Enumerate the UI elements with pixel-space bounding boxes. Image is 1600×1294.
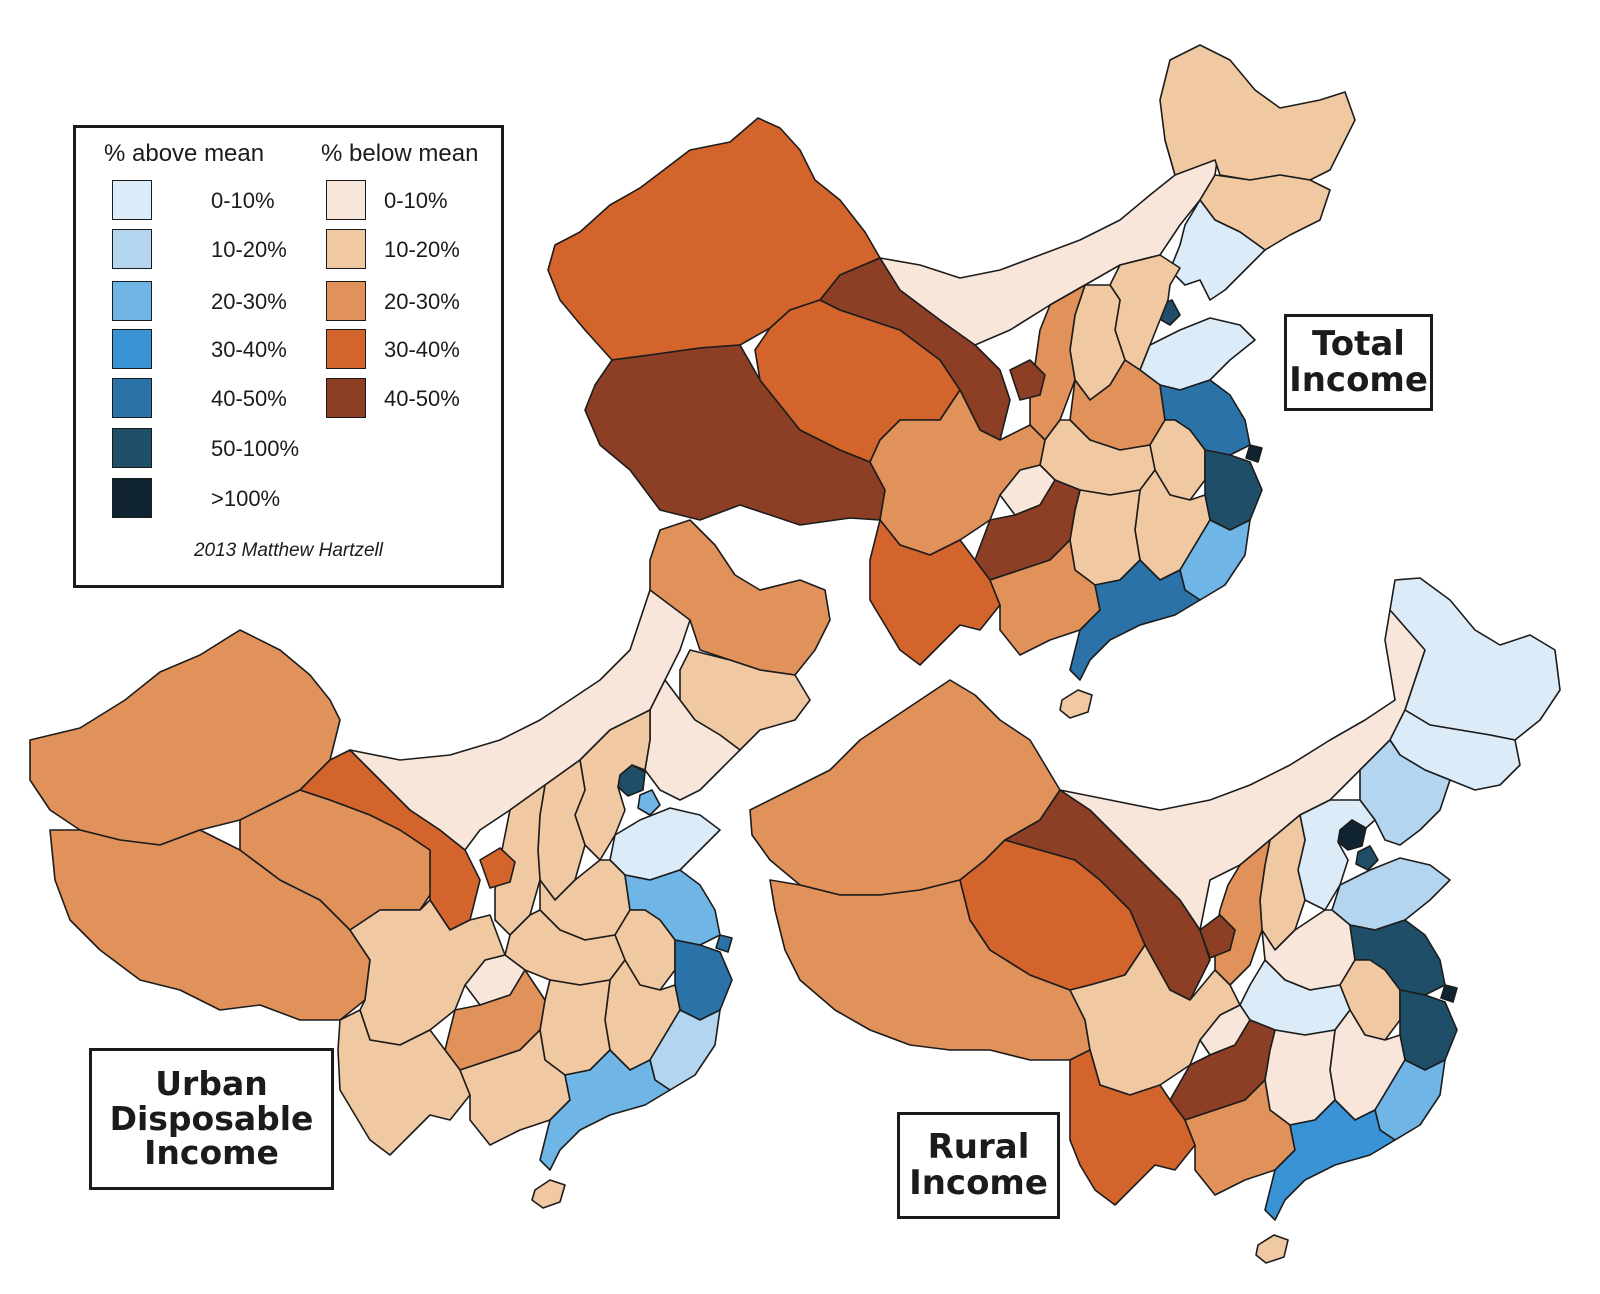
label-rural-line2: Income	[909, 1162, 1048, 1203]
region-guangdong	[539, 1049, 671, 1171]
label-urban-line2: Disposable	[109, 1098, 314, 1138]
region-tianjin	[637, 789, 661, 816]
legend-swatch-below	[326, 281, 366, 321]
region-ningxia	[479, 847, 516, 889]
region-fujian	[1374, 1059, 1446, 1141]
legend-swatch-below	[326, 180, 366, 220]
legend-label-below: 20-30%	[384, 289, 460, 314]
legend-swatch-below	[326, 329, 366, 369]
legend-swatch-above	[112, 329, 152, 369]
region-zhejiang	[1204, 449, 1263, 531]
legend-label-below: 40-50%	[384, 386, 460, 411]
legend-label-above: 30-40%	[211, 337, 287, 362]
region-ningxia	[1199, 914, 1236, 959]
legend-heading-below: % below mean	[321, 140, 479, 167]
label-total-line2: Income	[1289, 359, 1428, 400]
region-hainan	[1059, 689, 1093, 719]
legend-label-above: 40-50%	[211, 386, 287, 411]
legend-label-above: >100%	[211, 486, 281, 511]
label-total-income: Total Income	[1284, 314, 1433, 411]
region-yunnan	[869, 519, 1001, 666]
region-hainan	[1255, 1234, 1289, 1264]
region-shandong	[1331, 857, 1451, 931]
label-rural-line1: Rural	[927, 1126, 1030, 1167]
region-zhejiang	[674, 939, 733, 1021]
region-shanghai	[1440, 984, 1458, 1003]
legend-swatch-above	[112, 378, 152, 418]
region-heilongjiang	[1389, 577, 1561, 741]
credit: 2013 Matthew Hartzell	[193, 540, 384, 561]
region-shandong	[609, 807, 721, 881]
legend-swatch-above	[112, 229, 152, 269]
region-shanghai	[1245, 444, 1263, 463]
label-urban-income: Urban Disposable Income	[89, 1048, 334, 1190]
legend-swatch-above	[112, 478, 152, 518]
legend-swatch-above	[112, 428, 152, 468]
region-tianjin	[1355, 845, 1379, 871]
map-rural-income	[749, 577, 1561, 1264]
legend-label-below: 0-10%	[384, 188, 448, 213]
legend-label-above: 20-30%	[211, 289, 287, 314]
region-liaoning	[1169, 199, 1266, 301]
region-hainan	[531, 1179, 566, 1209]
region-heilongjiang	[1159, 44, 1356, 181]
region-yunnan	[337, 1009, 471, 1156]
region-fujian	[649, 1009, 721, 1091]
region-yunnan	[1069, 1049, 1196, 1206]
region-guangdong	[1069, 559, 1201, 681]
region-tibet	[584, 344, 886, 526]
legend-swatch-above	[112, 281, 152, 321]
label-rural-income: Rural Income	[897, 1112, 1060, 1219]
region-zhejiang	[1399, 989, 1458, 1071]
legend-label-above: 0-10%	[211, 188, 275, 213]
region-ningxia	[1009, 359, 1046, 401]
legend-swatch-below	[326, 378, 366, 418]
legend-heading-above: % above mean	[104, 140, 265, 167]
legend-swatch-below	[326, 229, 366, 269]
region-fujian	[1179, 519, 1251, 601]
map-total-income	[547, 44, 1356, 719]
legend-swatch-above	[112, 180, 152, 220]
region-shanghai	[715, 934, 733, 953]
legend-label-below: 30-40%	[384, 337, 460, 362]
legend-label-above: 50-100%	[211, 436, 300, 461]
map-urban-income	[29, 519, 831, 1209]
label-total-line1: Total	[1312, 323, 1405, 364]
label-urban-line3: Income	[144, 1133, 279, 1173]
legend-label-below: 10-20%	[384, 237, 460, 262]
region-sichuan	[349, 899, 506, 1046]
legend-label-above: 10-20%	[211, 237, 287, 262]
label-urban-line1: Urban	[155, 1064, 268, 1104]
region-guangdong	[1264, 1099, 1396, 1221]
region-heilongjiang	[649, 519, 831, 676]
legend: % above mean % below mean 0-10% 10-20% 20-…	[73, 125, 504, 588]
